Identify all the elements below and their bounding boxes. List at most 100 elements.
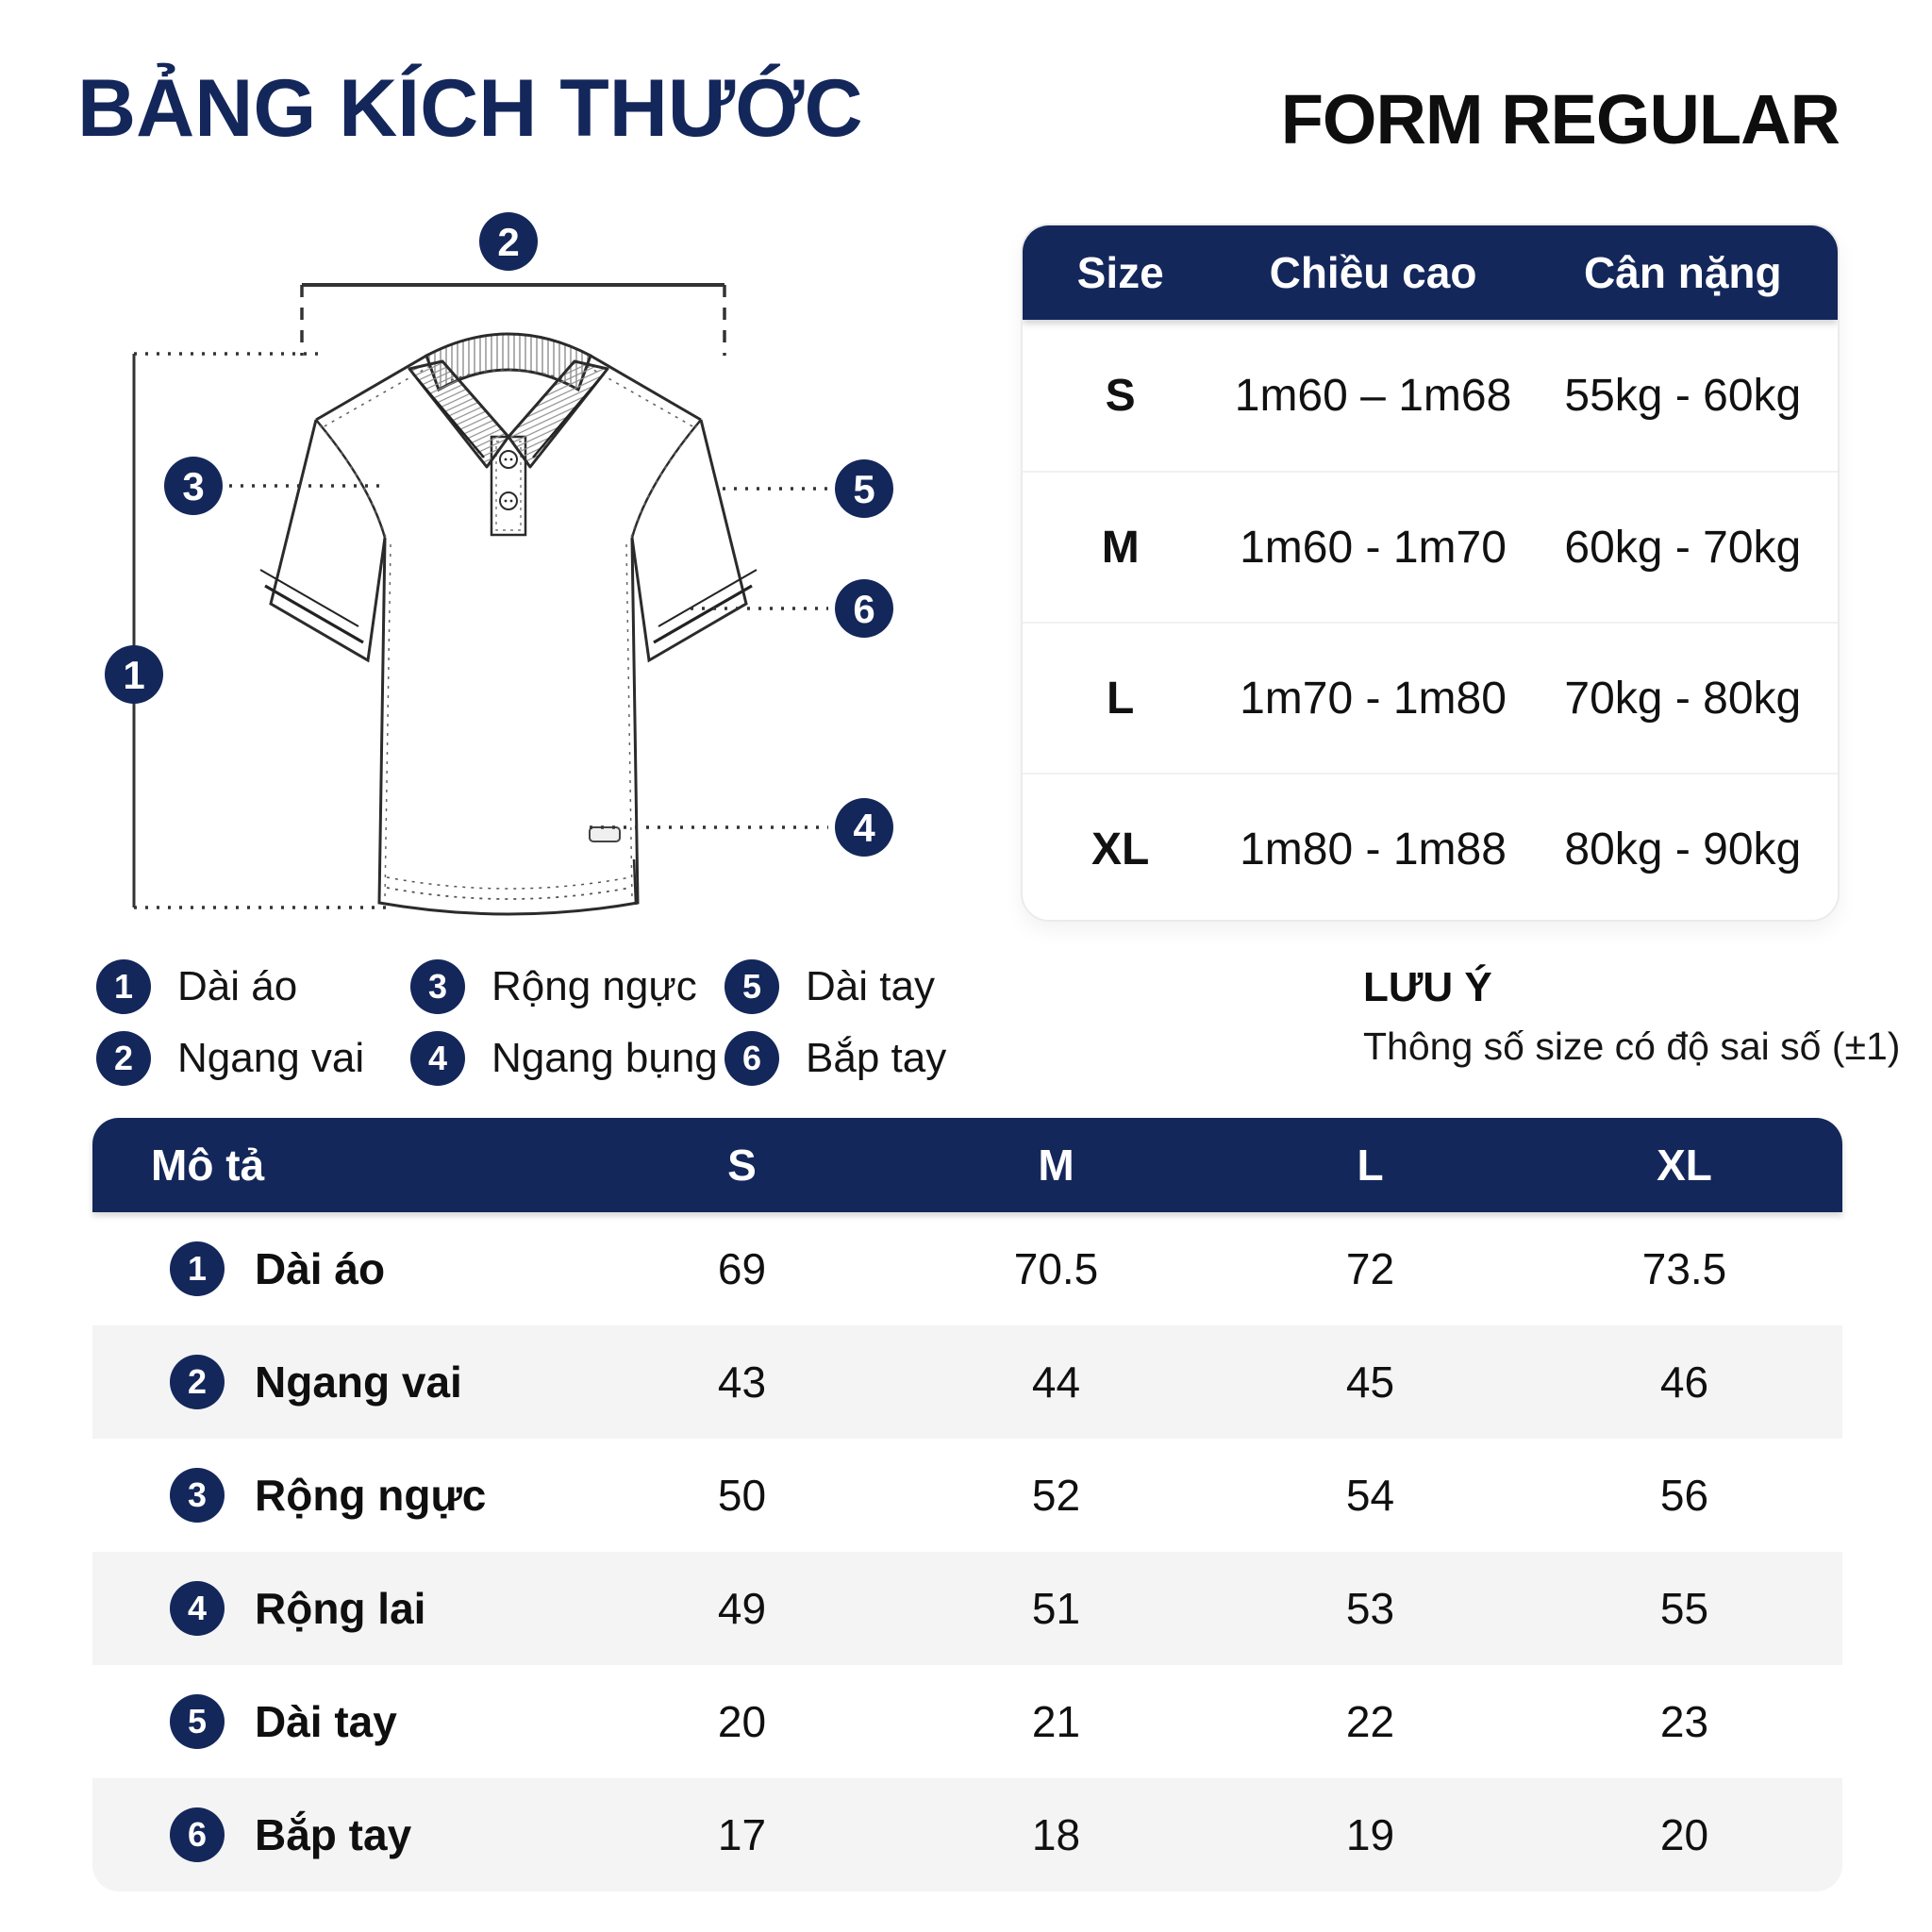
size-cell: XL (1091, 824, 1150, 874)
polo-shirt-diagram: 2 3 5 6 1 4 (75, 212, 972, 953)
row-label: Rộng lai (255, 1584, 426, 1633)
legend-label: Bắp tay (806, 1035, 947, 1081)
legend-item-1: 1 Dài áo (96, 958, 410, 1015)
svg-text:2: 2 (497, 220, 519, 264)
legend-item-5: 5 Dài tay (724, 958, 989, 1015)
table-row: 4 Rộng lai 49 51 53 55 (92, 1552, 1842, 1665)
value-cell: 20 (1659, 1810, 1709, 1859)
number-badge: 6 (170, 1807, 225, 1862)
callout-badge-1: 1 (105, 645, 163, 704)
row-label: Rộng ngực (255, 1471, 487, 1520)
value-cell: 55 (1659, 1584, 1709, 1633)
weight-cell: 55kg - 60kg (1564, 370, 1802, 421)
svg-text:5: 5 (853, 467, 874, 511)
value-cell: 56 (1659, 1471, 1709, 1520)
value-cell: 49 (717, 1584, 767, 1633)
table-row: M 1m60 - 1m70 60kg - 70kg (1023, 471, 1838, 622)
form-regular-label: FORM REGULAR (1280, 80, 1840, 158)
legend-item-6: 6 Bắp tay (724, 1030, 989, 1087)
value-cell: 72 (1345, 1244, 1395, 1293)
value-cell: 69 (717, 1244, 767, 1293)
measure-line-2 (300, 283, 726, 356)
value-cell: 53 (1345, 1584, 1395, 1633)
note-title: LƯU Ý (1363, 964, 1492, 1010)
col-header-s: S (727, 1141, 757, 1190)
value-cell: 44 (1031, 1357, 1081, 1407)
value-cell: 19 (1345, 1810, 1395, 1859)
measurement-table: Mô tả S M L XL 1 Dài áo 69 70.5 72 73.5 … (92, 1118, 1842, 1891)
value-cell: 22 (1345, 1697, 1395, 1746)
size-cell: L (1107, 673, 1135, 724)
value-cell: 51 (1031, 1584, 1081, 1633)
number-badge: 5 (724, 959, 779, 1014)
measurement-table-header: Mô tả S M L XL (92, 1118, 1842, 1212)
value-cell: 23 (1659, 1697, 1709, 1746)
value-cell: 18 (1031, 1810, 1081, 1859)
value-cell: 54 (1345, 1471, 1395, 1520)
number-badge: 4 (410, 1031, 465, 1086)
value-cell: 50 (717, 1471, 767, 1520)
value-cell: 45 (1345, 1357, 1395, 1407)
row-label: Dài tay (255, 1697, 397, 1746)
number-badge: 2 (96, 1031, 151, 1086)
number-badge: 6 (724, 1031, 779, 1086)
callout-badge-6: 6 (835, 579, 893, 638)
height-cell: 1m60 – 1m68 (1234, 370, 1512, 421)
table-row: 3 Rộng ngực 50 52 54 56 (92, 1439, 1842, 1552)
size-cell: M (1101, 522, 1140, 573)
table-row: 6 Bắp tay 17 18 19 20 (92, 1778, 1842, 1891)
legend-label: Dài áo (177, 963, 298, 1009)
callout-badge-4: 4 (835, 798, 893, 857)
size-recommendation-table: Size Chiều cao Cân nặng S 1m60 – 1m68 55… (1021, 224, 1840, 922)
callout-badge-3: 3 (164, 457, 223, 515)
value-cell: 46 (1659, 1357, 1709, 1407)
button (499, 491, 518, 510)
col-header-height: Chiều cao (1269, 248, 1477, 297)
number-badge: 1 (170, 1241, 225, 1296)
height-cell: 1m70 - 1m80 (1240, 673, 1507, 724)
callout-badge-2: 2 (479, 212, 538, 271)
value-cell: 70.5 (1013, 1244, 1099, 1293)
number-badge: 2 (170, 1355, 225, 1409)
svg-text:4: 4 (853, 806, 875, 850)
height-cell: 1m80 - 1m88 (1240, 824, 1507, 874)
legend-item-4: 4 Ngang bụng (410, 1030, 724, 1087)
col-header-xl: XL (1657, 1141, 1712, 1190)
col-header-description: Mô tả (151, 1141, 265, 1190)
page-title: BẢNG KÍCH THƯỚC (77, 63, 863, 154)
legend-label: Ngang vai (177, 1035, 365, 1081)
hem-brand-tag (589, 826, 621, 842)
measurement-legend: 1 Dài áo 2 Ngang vai 3 Rộng ngực 4 Ngang… (96, 958, 1002, 1087)
col-header-l: L (1357, 1141, 1384, 1190)
table-row: L 1m70 - 1m80 70kg - 80kg (1023, 622, 1838, 773)
number-badge: 3 (170, 1468, 225, 1523)
weight-cell: 80kg - 90kg (1564, 824, 1802, 874)
svg-text:6: 6 (853, 587, 874, 631)
callout-badge-5: 5 (835, 459, 893, 518)
col-header-size: Size (1076, 248, 1164, 297)
collar-flap-right (507, 359, 609, 469)
note-text: Thông số size có độ sai số (±1) (1363, 1024, 1901, 1068)
number-badge: 3 (410, 959, 465, 1014)
number-badge: 4 (170, 1581, 225, 1636)
svg-text:1: 1 (123, 653, 144, 697)
table-row: XL 1m80 - 1m88 80kg - 90kg (1023, 773, 1838, 920)
height-cell: 1m60 - 1m70 (1240, 522, 1507, 573)
row-label: Ngang vai (255, 1357, 462, 1407)
table-row: S 1m60 – 1m68 55kg - 60kg (1023, 320, 1838, 471)
legend-item-3: 3 Rộng ngực (410, 958, 724, 1015)
note-block: LƯU Ý Thông số size có độ sai số (±1) (1363, 964, 1900, 1069)
value-cell: 20 (717, 1697, 767, 1746)
svg-text:3: 3 (182, 464, 204, 508)
legend-label: Ngang bụng (491, 1035, 718, 1081)
col-header-m: M (1038, 1141, 1074, 1190)
value-cell: 21 (1031, 1697, 1081, 1746)
table-row: 2 Ngang vai 43 44 45 46 (92, 1325, 1842, 1439)
table-row: 1 Dài áo 69 70.5 72 73.5 (92, 1212, 1842, 1325)
table-row: 5 Dài tay 20 21 22 23 (92, 1665, 1842, 1778)
button (499, 450, 518, 469)
size-cell: S (1105, 370, 1136, 421)
polo-shirt-drawing: 2 3 5 6 1 4 (105, 212, 893, 916)
number-badge: 1 (96, 959, 151, 1014)
value-cell: 43 (717, 1357, 767, 1407)
